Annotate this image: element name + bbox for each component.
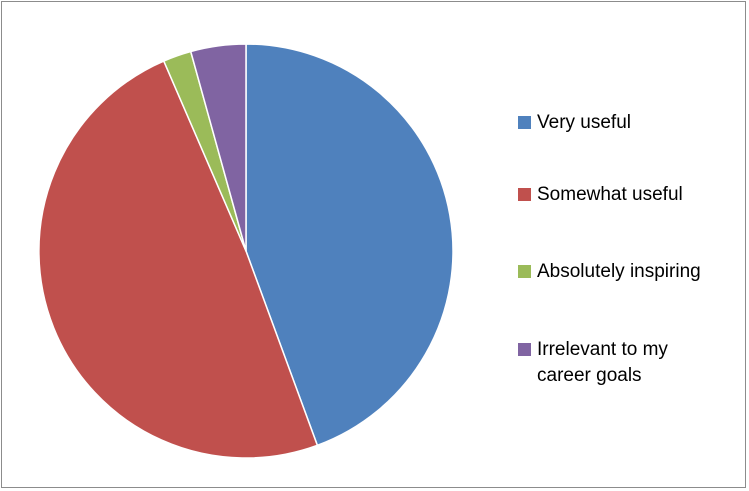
legend-item-very-useful: Very useful: [518, 110, 631, 136]
legend-label-absolutely-inspiring: Absolutely inspiring: [537, 261, 701, 282]
legend-item-irrelevant: Irrelevant to my career goals: [518, 337, 668, 389]
legend-item-somewhat-useful: Somewhat useful: [518, 182, 683, 208]
legend-swatch-absolutely-inspiring: [518, 265, 531, 278]
legend-item-absolutely-inspiring: Absolutely inspiring: [518, 259, 701, 285]
legend-swatch-somewhat-useful: [518, 188, 531, 201]
slice-somewhat-useful: [38, 60, 319, 459]
legend-swatch-irrelevant: [518, 343, 531, 356]
legend-label-irrelevant: Irrelevant to my career goals: [537, 339, 668, 386]
legend-label-somewhat-useful: Somewhat useful: [537, 184, 683, 205]
slice-very-useful: [245, 43, 454, 447]
slice-irrelevant: [190, 43, 247, 252]
legend-swatch-very-useful: [518, 116, 531, 129]
legend-label-very-useful: Very useful: [537, 112, 631, 133]
